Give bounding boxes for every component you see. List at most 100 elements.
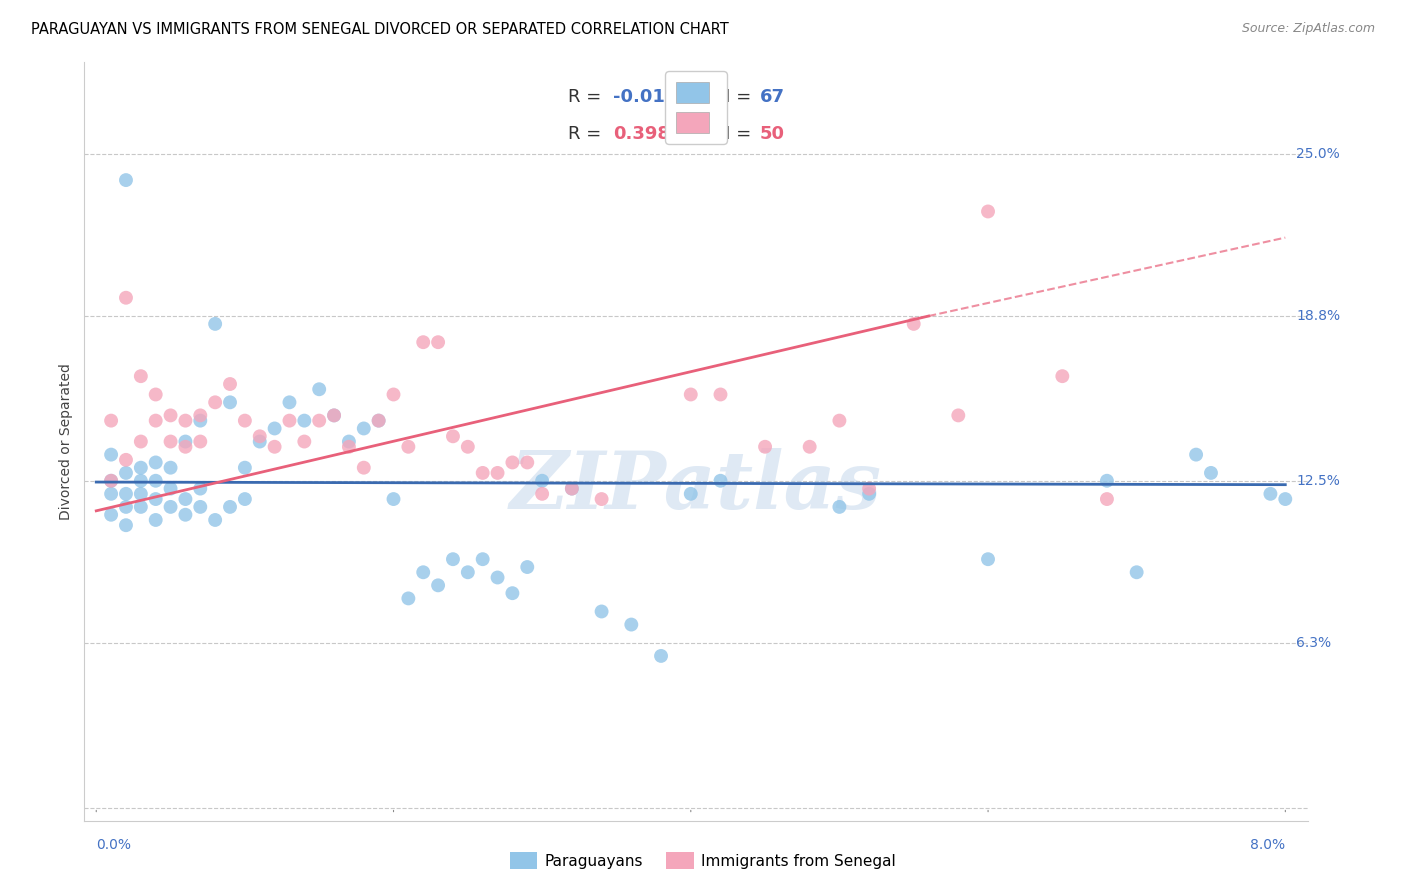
Point (1095, 474, 1118, 488)
Point (204, 513, 226, 527)
Point (100, 448, 122, 462)
Point (145, 414, 167, 428)
Point (441, 429, 464, 443)
Point (159, 409, 181, 423)
Point (412, 566, 434, 580)
Text: 0.398: 0.398 (613, 126, 669, 144)
Point (115, 466, 138, 480)
Point (427, 335, 450, 350)
Point (516, 560, 538, 574)
Point (263, 440, 285, 454)
Point (278, 395, 301, 409)
Point (188, 434, 211, 449)
Point (620, 617, 643, 632)
Point (337, 440, 360, 454)
Point (188, 414, 211, 428)
Text: 8.0%: 8.0% (1250, 838, 1285, 852)
Point (1260, 487, 1282, 501)
Point (100, 474, 122, 488)
Point (100, 508, 122, 522)
Point (754, 440, 776, 454)
Point (858, 482, 880, 496)
Point (501, 586, 523, 600)
Point (457, 440, 479, 454)
Point (278, 414, 301, 428)
Point (591, 605, 613, 619)
Point (337, 434, 360, 449)
Point (308, 414, 330, 428)
Point (382, 491, 405, 506)
Text: -0.011: -0.011 (613, 87, 678, 105)
Text: 50: 50 (759, 126, 785, 144)
Point (115, 173, 138, 187)
Point (858, 487, 880, 501)
Point (145, 491, 167, 506)
Point (249, 434, 271, 449)
Text: 25.0%: 25.0% (1296, 147, 1340, 161)
Point (292, 434, 315, 449)
Point (650, 648, 672, 663)
Point (145, 455, 167, 469)
Point (308, 382, 330, 396)
Point (531, 487, 554, 501)
Y-axis label: Divorced or Separated: Divorced or Separated (59, 363, 73, 520)
Point (145, 474, 167, 488)
Text: 67: 67 (759, 87, 785, 105)
Point (100, 487, 122, 501)
Text: N =: N = (717, 126, 756, 144)
Point (977, 204, 1000, 219)
Point (396, 440, 419, 454)
Point (367, 414, 389, 428)
Point (159, 500, 181, 514)
Point (204, 395, 226, 409)
Text: N =: N = (717, 87, 756, 105)
Point (531, 474, 554, 488)
Text: R =: R = (568, 126, 606, 144)
Point (977, 552, 1000, 566)
Point (471, 552, 494, 566)
Point (1185, 448, 1208, 462)
Point (263, 421, 285, 435)
Point (427, 578, 450, 592)
Point (1199, 466, 1222, 480)
Point (159, 482, 181, 496)
Point (174, 491, 197, 506)
Point (174, 434, 197, 449)
Point (1125, 566, 1147, 580)
Text: ZIPatlas: ZIPatlas (510, 449, 882, 525)
Point (115, 500, 138, 514)
Legend: , : , (665, 71, 727, 144)
Point (100, 474, 122, 488)
Point (1274, 491, 1296, 506)
Point (174, 414, 197, 428)
Point (115, 291, 138, 305)
Point (115, 518, 138, 533)
Point (129, 487, 152, 501)
Point (591, 491, 613, 506)
Point (129, 460, 152, 475)
Text: 0.0%: 0.0% (96, 838, 131, 852)
Point (679, 487, 702, 501)
Point (903, 317, 925, 331)
Point (828, 414, 851, 428)
Text: 6.3%: 6.3% (1296, 636, 1331, 650)
Point (219, 500, 242, 514)
Point (353, 460, 375, 475)
Point (188, 409, 211, 423)
Point (948, 409, 970, 423)
Point (561, 482, 583, 496)
Point (709, 474, 731, 488)
Point (219, 377, 242, 392)
Point (174, 440, 197, 454)
Text: 18.8%: 18.8% (1296, 309, 1340, 323)
Point (353, 421, 375, 435)
Point (129, 369, 152, 384)
Point (188, 482, 211, 496)
Point (115, 453, 138, 467)
Point (679, 387, 702, 401)
Point (115, 487, 138, 501)
Point (441, 552, 464, 566)
Point (188, 500, 211, 514)
Point (145, 387, 167, 401)
Point (471, 466, 494, 480)
